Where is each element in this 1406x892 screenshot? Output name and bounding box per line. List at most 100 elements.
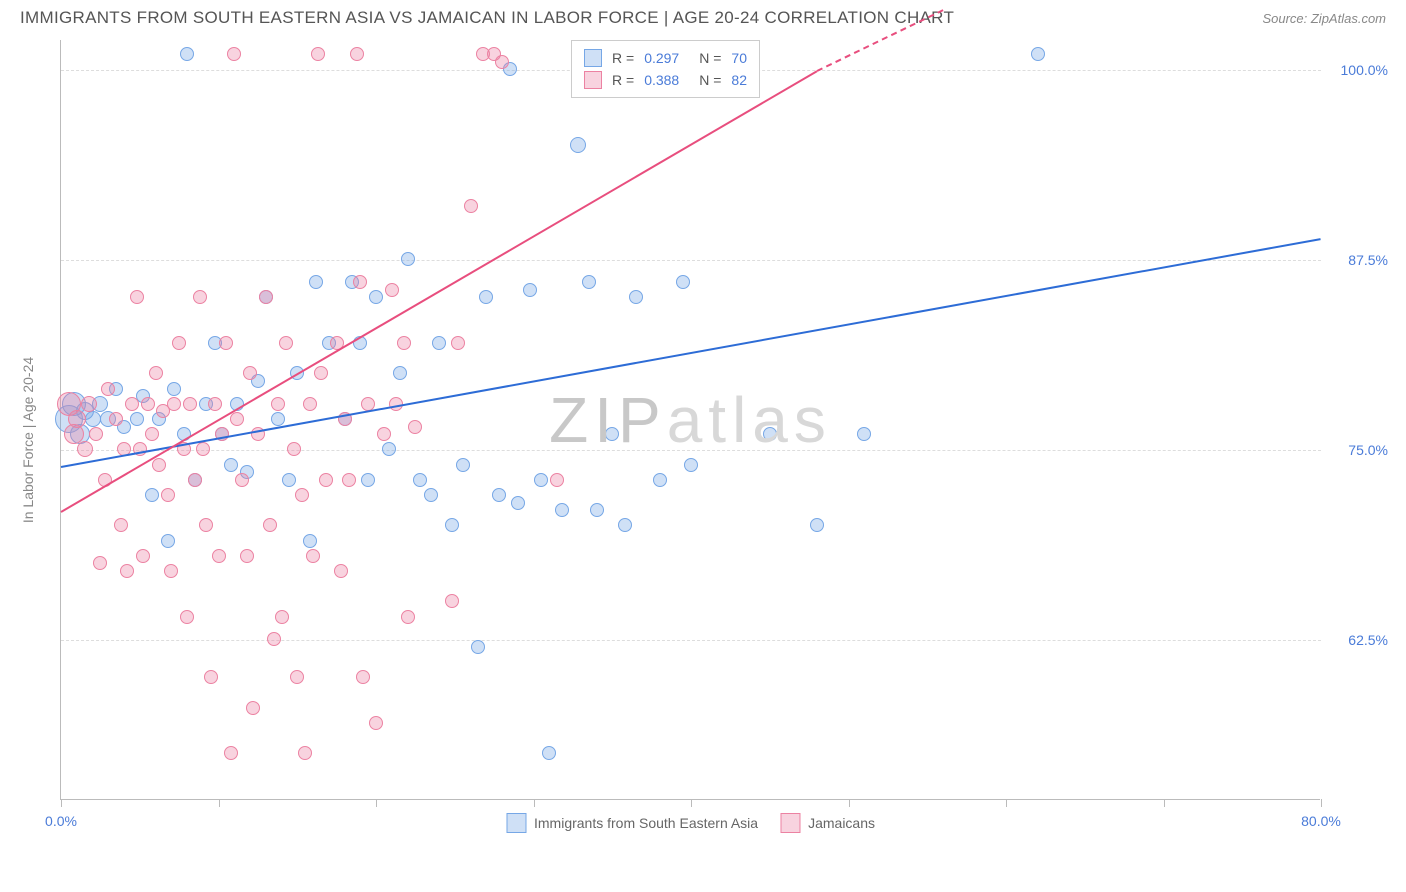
x-tick — [849, 799, 850, 807]
y-tick-label: 75.0% — [1328, 442, 1388, 458]
scatter-point-sea — [590, 503, 604, 517]
scatter-point-sea — [534, 473, 548, 487]
gridline — [61, 640, 1321, 641]
plot-area: ZIPatlas R =0.297N =70R =0.388N =82 Immi… — [60, 40, 1320, 800]
scatter-point-sea — [309, 275, 323, 289]
scatter-point-sea — [471, 640, 485, 654]
scatter-point-jamaicans — [306, 549, 320, 563]
y-tick-label: 87.5% — [1328, 252, 1388, 268]
scatter-point-sea — [492, 488, 506, 502]
scatter-point-sea — [445, 518, 459, 532]
scatter-point-jamaicans — [196, 442, 210, 456]
scatter-point-sea — [676, 275, 690, 289]
scatter-point-sea — [361, 473, 375, 487]
x-tick — [376, 799, 377, 807]
x-tick — [1321, 799, 1322, 807]
trend-line — [60, 71, 817, 514]
r-label: R = — [612, 72, 634, 88]
scatter-point-jamaicans — [212, 549, 226, 563]
scatter-point-jamaicans — [303, 397, 317, 411]
scatter-point-jamaicans — [149, 366, 163, 380]
scatter-point-jamaicans — [180, 610, 194, 624]
scatter-point-jamaicans — [259, 290, 273, 304]
scatter-point-sea — [224, 458, 238, 472]
r-label: R = — [612, 50, 634, 66]
legend-item-jamaicans: Jamaicans — [780, 813, 875, 833]
scatter-point-jamaicans — [267, 632, 281, 646]
watermark-light: atlas — [667, 384, 832, 456]
trend-line — [61, 238, 1321, 468]
scatter-point-sea — [424, 488, 438, 502]
scatter-point-sea — [479, 290, 493, 304]
legend-label: Jamaicans — [808, 815, 875, 831]
n-value: 82 — [731, 72, 747, 88]
scatter-point-jamaicans — [145, 427, 159, 441]
scatter-point-jamaicans — [298, 746, 312, 760]
scatter-point-jamaicans — [319, 473, 333, 487]
scatter-point-jamaicans — [183, 397, 197, 411]
scatter-point-jamaicans — [311, 47, 325, 61]
scatter-point-jamaicans — [279, 336, 293, 350]
scatter-point-jamaicans — [219, 336, 233, 350]
scatter-point-sea — [618, 518, 632, 532]
correlation-legend: R =0.297N =70R =0.388N =82 — [571, 40, 760, 98]
n-label: N = — [699, 72, 721, 88]
scatter-point-jamaicans — [342, 473, 356, 487]
legend-item-sea: Immigrants from South Eastern Asia — [506, 813, 758, 833]
scatter-point-sea — [542, 746, 556, 760]
r-value: 0.388 — [644, 72, 679, 88]
scatter-point-jamaicans — [77, 441, 93, 457]
x-tick — [1164, 799, 1165, 807]
legend-swatch — [584, 49, 602, 67]
scatter-point-sea — [401, 252, 415, 266]
scatter-point-sea — [180, 47, 194, 61]
scatter-point-jamaicans — [271, 397, 285, 411]
scatter-point-sea — [684, 458, 698, 472]
x-tick — [61, 799, 62, 807]
scatter-point-sea — [85, 411, 101, 427]
scatter-point-jamaicans — [167, 397, 181, 411]
scatter-point-jamaicans — [445, 594, 459, 608]
watermark: ZIPatlas — [549, 383, 832, 457]
scatter-point-jamaicans — [401, 610, 415, 624]
source-attribution: Source: ZipAtlas.com — [1262, 11, 1386, 26]
scatter-point-sea — [432, 336, 446, 350]
scatter-point-sea — [369, 290, 383, 304]
scatter-point-jamaicans — [68, 410, 86, 428]
scatter-point-jamaicans — [377, 427, 391, 441]
scatter-point-jamaicans — [120, 564, 134, 578]
scatter-point-jamaicans — [164, 564, 178, 578]
scatter-point-jamaicans — [356, 670, 370, 684]
y-axis-label: In Labor Force | Age 20-24 — [20, 357, 36, 523]
gridline — [61, 260, 1321, 261]
scatter-point-jamaicans — [550, 473, 564, 487]
scatter-point-sea — [271, 412, 285, 426]
scatter-point-jamaicans — [290, 670, 304, 684]
scatter-point-sea — [282, 473, 296, 487]
scatter-point-sea — [629, 290, 643, 304]
scatter-point-jamaicans — [193, 290, 207, 304]
scatter-point-sea — [145, 488, 159, 502]
scatter-point-jamaicans — [495, 55, 509, 69]
scatter-point-sea — [1031, 47, 1045, 61]
scatter-point-jamaicans — [101, 382, 115, 396]
series-legend: Immigrants from South Eastern Asia Jamaic… — [506, 813, 875, 833]
scatter-point-jamaicans — [334, 564, 348, 578]
scatter-point-sea — [605, 427, 619, 441]
scatter-point-jamaicans — [275, 610, 289, 624]
y-tick-label: 62.5% — [1328, 632, 1388, 648]
scatter-point-jamaicans — [172, 336, 186, 350]
chart-container: In Labor Force | Age 20-24 ZIPatlas R =0… — [60, 40, 1380, 840]
chart-title: IMMIGRANTS FROM SOUTH EASTERN ASIA VS JA… — [20, 8, 954, 28]
scatter-point-jamaicans — [464, 199, 478, 213]
scatter-point-sea — [810, 518, 824, 532]
scatter-point-jamaicans — [141, 397, 155, 411]
scatter-point-jamaicans — [243, 366, 257, 380]
watermark-bold: ZIP — [549, 384, 667, 456]
scatter-point-jamaicans — [350, 47, 364, 61]
scatter-point-jamaicans — [208, 397, 222, 411]
scatter-point-jamaicans — [136, 549, 150, 563]
gridline — [61, 450, 1321, 451]
legend-swatch — [780, 813, 800, 833]
legend-swatch — [584, 71, 602, 89]
